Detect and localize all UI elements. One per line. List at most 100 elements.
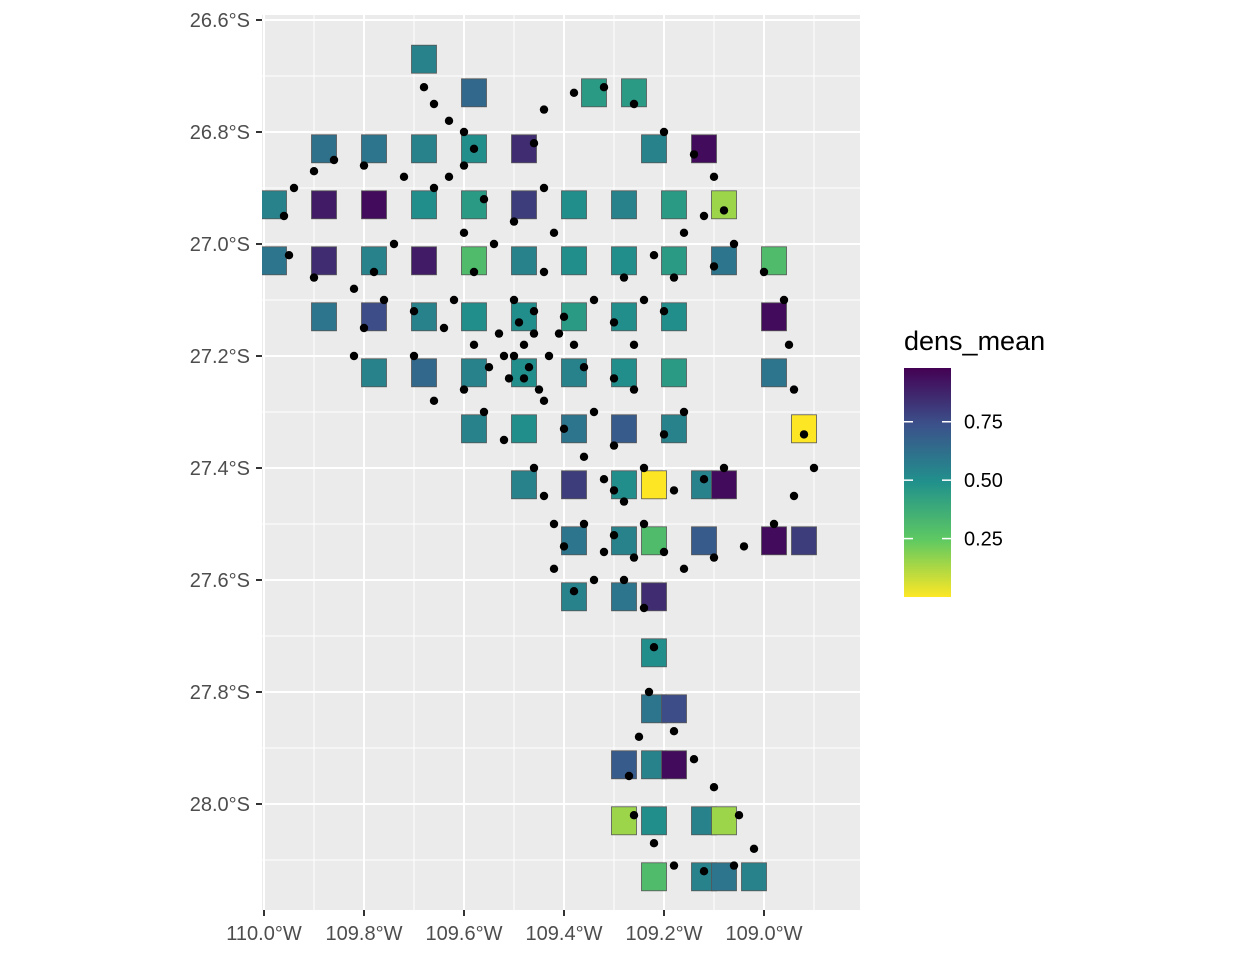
plot-panel: [262, 15, 860, 910]
track-point: [669, 273, 679, 282]
track-point: [284, 251, 294, 260]
y-tick-label: 27.0°S: [190, 234, 250, 256]
density-cell: [411, 190, 437, 220]
track-point: [689, 150, 699, 159]
track-point: [659, 307, 669, 316]
track-point: [679, 228, 689, 237]
track-point: [599, 547, 609, 557]
track-point: [539, 491, 549, 501]
track-point: [569, 587, 579, 596]
track-point: [499, 435, 509, 445]
track-point: [634, 732, 644, 741]
track-point: [669, 486, 679, 495]
track-point: [659, 430, 669, 439]
density-cell: [661, 750, 687, 780]
density-cell: [691, 526, 717, 556]
y-tick-label: 26.6°S: [190, 10, 250, 32]
density-cell: [511, 302, 537, 332]
y-tick-label: 28.0°S: [190, 794, 250, 816]
track-point: [699, 211, 709, 221]
track-point: [784, 340, 794, 349]
track-point: [279, 211, 289, 221]
track-point: [429, 183, 439, 193]
track-point: [609, 531, 619, 540]
x-tick-label: 110.0°W: [226, 923, 302, 945]
track-point: [779, 295, 789, 305]
density-cell: [561, 246, 587, 276]
track-point: [444, 172, 454, 181]
density-cell: [461, 78, 487, 108]
track-point: [624, 771, 634, 781]
track-point: [619, 575, 629, 585]
track-point: [514, 318, 524, 327]
track-point: [559, 542, 569, 551]
track-point: [659, 547, 669, 557]
track-point: [449, 295, 459, 305]
track-point: [379, 295, 389, 305]
density-cell: [691, 134, 717, 164]
density-cell: [791, 414, 817, 444]
density-cell: [611, 190, 637, 220]
legend-tick-label: 0.25: [964, 529, 1003, 551]
density-cell: [561, 358, 587, 388]
density-cell: [661, 414, 687, 444]
track-point: [749, 844, 759, 853]
density-cell: [611, 302, 637, 332]
track-point: [609, 441, 619, 450]
track-point: [739, 542, 749, 551]
track-point: [519, 374, 529, 383]
density-cell: [511, 134, 537, 164]
density-cell: [641, 134, 667, 164]
track-point: [579, 452, 589, 461]
track-point: [759, 267, 769, 277]
track-point: [549, 228, 559, 237]
density-cell: [641, 806, 667, 836]
track-point: [459, 161, 469, 170]
density-cell: [641, 638, 667, 668]
track-point: [599, 83, 609, 92]
track-point: [369, 267, 379, 277]
track-point: [629, 340, 639, 349]
track-point: [719, 463, 729, 473]
track-point: [629, 99, 639, 109]
track-point: [359, 161, 369, 170]
track-point: [589, 295, 599, 305]
density-cell: [561, 526, 587, 556]
density-cell: [511, 414, 537, 444]
track-point: [629, 385, 639, 394]
track-point: [629, 811, 639, 820]
track-point: [579, 519, 589, 529]
track-point: [699, 867, 709, 876]
density-cell: [611, 470, 637, 500]
track-point: [479, 195, 489, 204]
track-point: [619, 273, 629, 282]
density-cell: [461, 414, 487, 444]
track-point: [769, 519, 779, 529]
track-point: [789, 491, 799, 501]
density-cell: [461, 302, 487, 332]
color-legend: dens_mean 0.25 0.50 0.75: [904, 326, 1045, 597]
track-point: [599, 475, 609, 484]
track-point: [639, 463, 649, 473]
track-point: [439, 323, 449, 333]
track-point: [309, 167, 319, 176]
track-point: [639, 295, 649, 305]
track-point: [524, 363, 534, 372]
track-point: [789, 385, 799, 394]
density-cell: [661, 302, 687, 332]
density-cell: [361, 190, 387, 220]
density-cell: [411, 134, 437, 164]
track-point: [709, 783, 719, 792]
track-point: [529, 329, 539, 338]
density-cell: [361, 358, 387, 388]
legend-ticks: 0.25 0.50 0.75: [904, 412, 1003, 551]
track-point: [539, 396, 549, 405]
density-cell: [711, 190, 737, 220]
density-cell: [761, 302, 787, 332]
track-point: [719, 206, 729, 215]
track-point: [659, 127, 669, 137]
track-point: [629, 553, 639, 562]
track-point: [349, 284, 359, 293]
track-point: [699, 475, 709, 484]
x-tick-label: 109.0°W: [726, 923, 803, 945]
